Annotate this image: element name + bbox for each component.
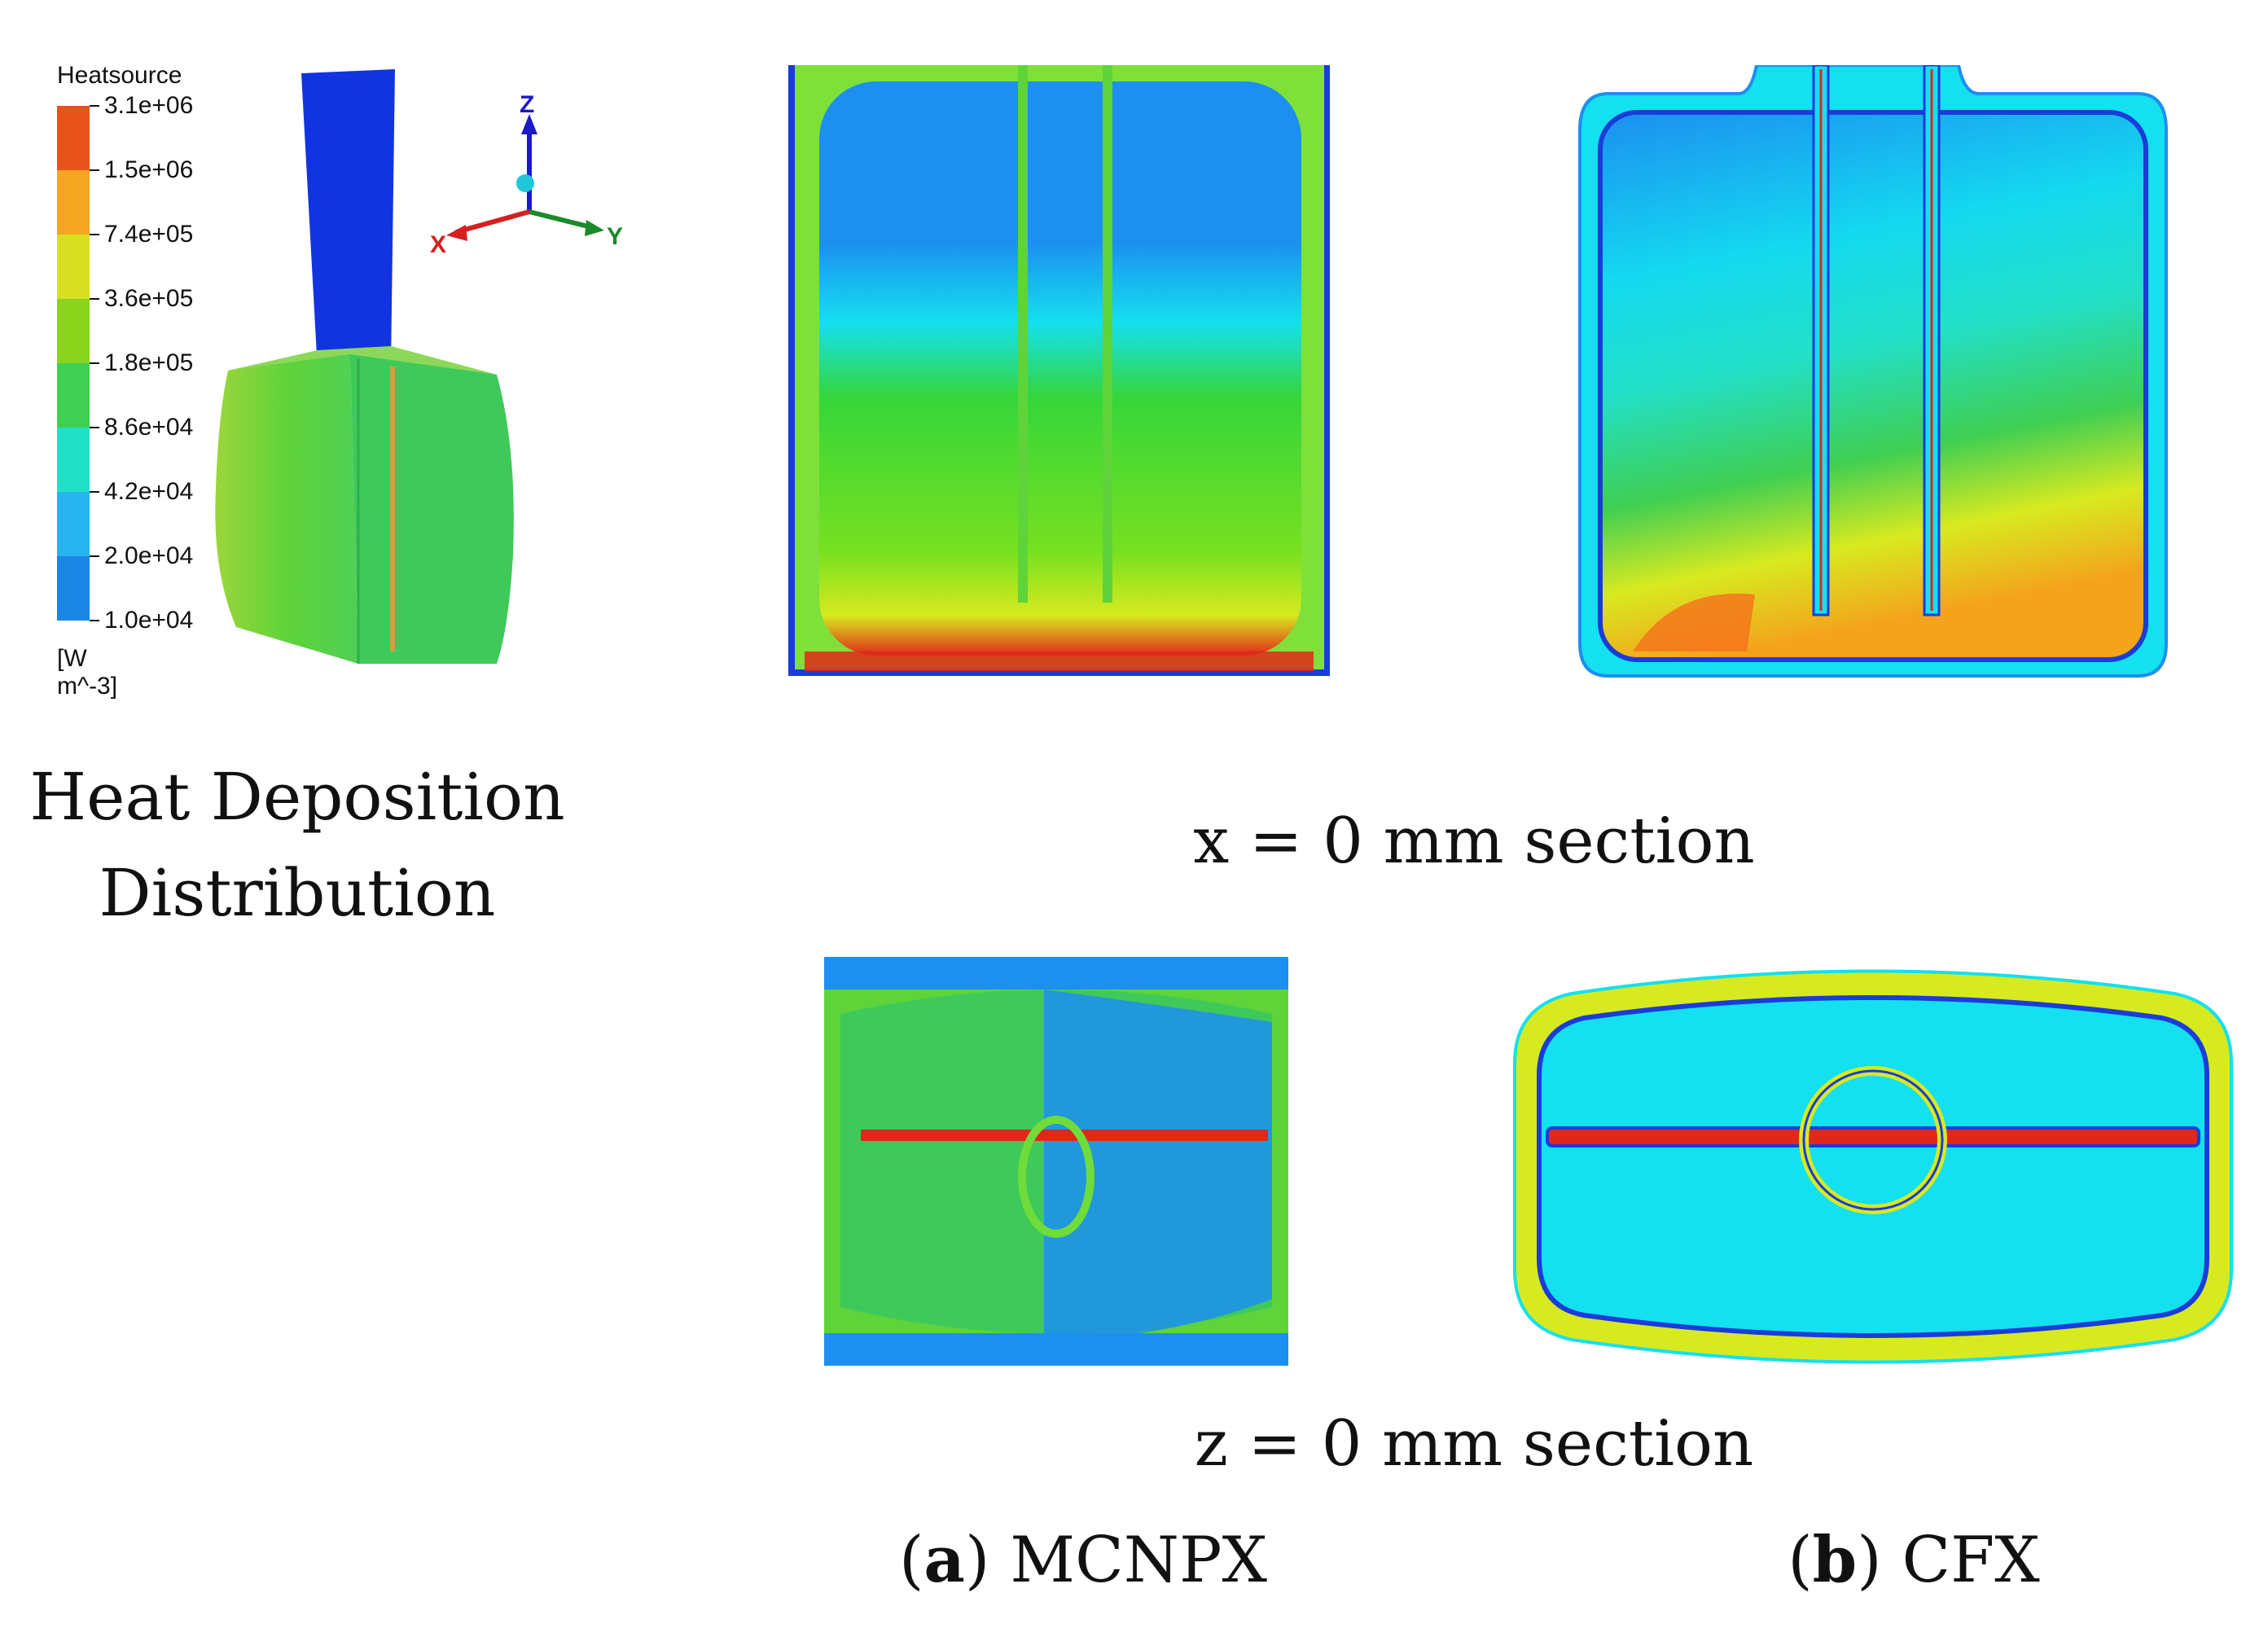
- legend-swatch: [57, 428, 90, 492]
- mcnpx-z-section-map: [824, 957, 1288, 1366]
- legend-swatch: [57, 106, 90, 170]
- legend-swatch: [57, 170, 90, 235]
- model-body-top: [228, 346, 497, 375]
- label-a-letter: a: [923, 1523, 965, 1597]
- legend-tick-label: 1.8e+05: [104, 349, 194, 376]
- mcnpx-x-interior: [819, 81, 1301, 656]
- z-axis-label: Z: [520, 91, 534, 118]
- x-axis: [455, 209, 530, 235]
- cfx-z-section-map: [1513, 969, 2233, 1364]
- legend-tick-mark: [90, 169, 99, 171]
- heat-deposition-3d-model: [215, 69, 514, 664]
- legend-color-bar: [57, 106, 90, 621]
- x-axis-label: X: [430, 231, 446, 258]
- label-b-letter: b: [1812, 1523, 1858, 1597]
- label-b-name: CFX: [1902, 1524, 2040, 1597]
- cfx-x-interior: [1598, 110, 2148, 662]
- legend-tick-label: 1.0e+04: [104, 607, 194, 634]
- legend-unit: [W m^-3]: [57, 645, 118, 700]
- legend-tick-label: 8.6e+04: [104, 414, 194, 441]
- y-axis: [529, 209, 595, 230]
- legend-swatch: [57, 235, 90, 299]
- label-a-name: MCNPX: [1010, 1524, 1268, 1597]
- mcnpx-rod-right: [1103, 65, 1112, 603]
- mcnpx-x-section-map: [788, 65, 1330, 676]
- legend-tick-mark: [90, 427, 99, 428]
- heat-deposition-caption: Heat Deposition Distribution: [16, 749, 578, 941]
- legend-tick-label: 1.5e+06: [104, 156, 194, 183]
- legend-tick-mark: [90, 105, 99, 107]
- heat-caption-line1: Heat Deposition: [29, 759, 565, 835]
- y-axis-label: Y: [607, 223, 623, 250]
- x-section-caption: x = 0 mm section: [1193, 805, 1755, 878]
- legend-tick-label: 7.4e+05: [104, 221, 194, 248]
- axis-triad: Z X Y: [430, 91, 623, 258]
- triad-origin: [516, 174, 534, 192]
- label-a: (a) MCNPX: [898, 1523, 1268, 1597]
- heat-caption-line2: Distribution: [99, 855, 496, 931]
- legend-tick-label: 3.6e+05: [104, 285, 194, 312]
- legend-tick-mark: [90, 555, 99, 557]
- legend-tick-mark: [90, 234, 99, 235]
- legend-tick-mark: [90, 298, 99, 300]
- legend-tick-mark: [90, 491, 99, 493]
- cfx-x-section-map: [1578, 65, 2168, 678]
- mcnpx-z-plate: [861, 1130, 1268, 1141]
- mcnpx-rod-left: [1018, 65, 1028, 603]
- model-stem: [301, 69, 395, 371]
- legend-swatch: [57, 556, 90, 621]
- model-body-right: [350, 350, 514, 664]
- cfx-z-plate: [1546, 1126, 2200, 1147]
- z-section-caption: z = 0 mm section: [1194, 1407, 1754, 1481]
- legend-title: Heatsource: [57, 62, 182, 89]
- model-body-left: [215, 350, 358, 664]
- legend-tick-mark: [90, 362, 99, 364]
- legend-swatch: [57, 299, 90, 363]
- legend-swatch: [57, 492, 90, 556]
- legend-swatch: [57, 363, 90, 428]
- legend-tick-mark: [90, 620, 99, 621]
- cfx-z-interior: [1537, 995, 2209, 1338]
- legend-tick-label: 3.1e+06: [104, 92, 194, 119]
- mcnpx-z-rod-ring: [1018, 1116, 1095, 1238]
- label-b: (b) CFX: [1788, 1523, 2040, 1597]
- legend-tick-label: 4.2e+04: [104, 478, 194, 505]
- legend-tick-label: 2.0e+04: [104, 542, 194, 569]
